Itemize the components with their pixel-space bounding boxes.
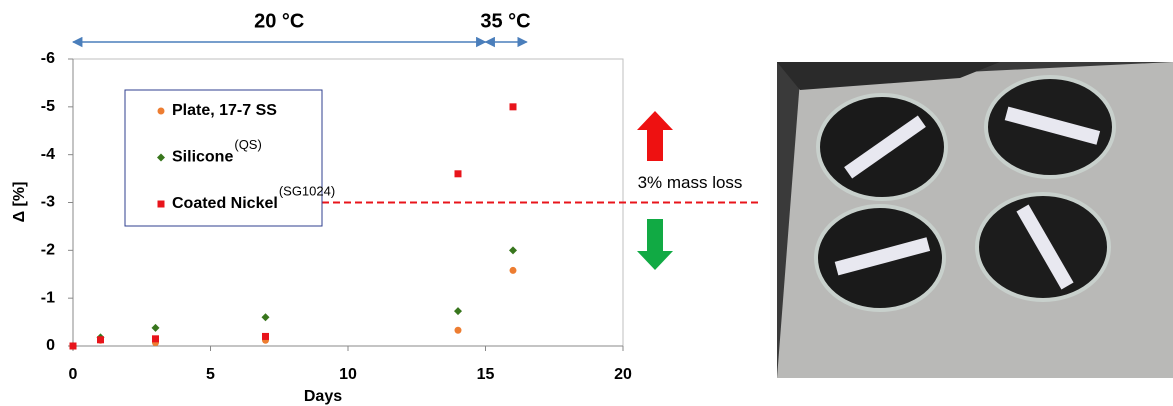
y-tick-label: -4 xyxy=(41,146,55,163)
threshold-label: 3% mass loss xyxy=(638,173,743,192)
photo xyxy=(777,62,1173,378)
point xyxy=(151,323,160,332)
point xyxy=(509,103,517,111)
legend-label: Plate, 17-7 SS xyxy=(172,102,277,119)
point xyxy=(454,170,462,178)
y-tick-label: -5 xyxy=(41,98,55,115)
point xyxy=(454,307,462,316)
point xyxy=(454,326,462,334)
point xyxy=(152,335,159,343)
x-tick-label: 20 xyxy=(614,366,632,383)
x-tick-label: 10 xyxy=(339,366,357,383)
x-tick-label: 0 xyxy=(69,366,78,383)
point xyxy=(69,342,77,350)
legend-superscript: (QS) xyxy=(234,137,261,152)
point xyxy=(262,332,269,340)
point xyxy=(509,246,517,255)
y-tick-label: -1 xyxy=(41,289,55,306)
y-tick-label: 0 xyxy=(46,337,55,354)
point xyxy=(509,266,517,274)
point xyxy=(261,313,270,322)
legend-marker xyxy=(157,107,165,115)
up-arrow xyxy=(637,111,673,161)
chart: 0 5 10 15 20 0 -1 -2 -3 -4 -5 -6 Days Δ [%] 3% mass lo… xyxy=(11,10,760,405)
point xyxy=(97,336,104,344)
x-axis-label: Days xyxy=(304,388,342,405)
legend-label: Coated Nickel xyxy=(172,195,278,212)
y-tick-label: -6 xyxy=(41,50,55,67)
x-tick-label: 5 xyxy=(206,366,215,383)
y-axis-label: Δ [%] xyxy=(11,182,28,223)
y-tick-label: -3 xyxy=(41,194,55,211)
legend-marker xyxy=(157,200,165,208)
x-tick-label: 15 xyxy=(477,366,495,383)
y-tick-label: -2 xyxy=(41,242,55,259)
temperature-label: 20 °C xyxy=(254,10,304,32)
legend-superscript: (SG1024) xyxy=(279,183,335,198)
down-arrow xyxy=(637,219,673,270)
legend-label: Silicone xyxy=(172,149,233,166)
legend-marker xyxy=(157,153,165,162)
temperature-label: 35 °C xyxy=(480,10,530,32)
